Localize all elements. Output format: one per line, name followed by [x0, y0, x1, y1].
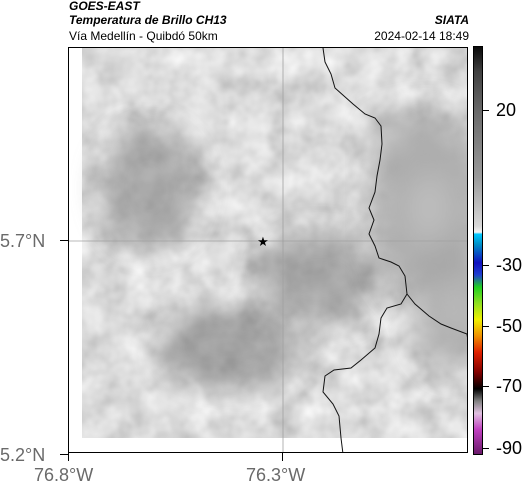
department-border-east — [406, 293, 467, 338]
lat-label-lower: 5.2°N — [0, 445, 46, 465]
lon-label-west: 76.8°W — [34, 465, 94, 485]
department-border — [322, 48, 408, 452]
satellite-title: GOES-EAST — [69, 0, 140, 13]
temperature-colorbar — [473, 46, 483, 455]
brightness-temperature-map: ★ — [69, 48, 467, 452]
colorbar-tick-neg30 — [483, 265, 489, 266]
lat-tick-upper — [60, 240, 68, 241]
colorbar-tick-neg50 — [483, 326, 489, 327]
timestamp-label: 2024-02-14 18:49 — [374, 29, 469, 43]
lat-label-upper: 5.7°N — [0, 231, 46, 251]
colorbar-label-neg70: -70 — [496, 376, 523, 396]
lon-label-east: 76.3°W — [246, 465, 306, 485]
lat-tick-lower — [60, 454, 68, 455]
colorbar-label-neg90: -90 — [496, 438, 523, 458]
colorbar-tick-20 — [483, 110, 489, 111]
colorbar-tick-neg70 — [483, 386, 489, 387]
colorbar-label-20: 20 — [496, 100, 517, 120]
star-icon: ★ — [257, 235, 269, 250]
dark-patches — [99, 128, 379, 388]
cloud-region — [359, 98, 467, 378]
colorbar-label-neg30: -30 — [496, 255, 523, 275]
brand-label: SIATA — [434, 13, 469, 27]
colorbar-label-neg50: -50 — [496, 316, 523, 336]
lon-tick-east — [282, 453, 283, 461]
lon-tick-west — [68, 453, 69, 461]
product-title: Temperatura de Brillo CH13 — [69, 13, 227, 27]
map-panel[interactable]: ★ — [68, 47, 468, 453]
colorbar-tick-neg90 — [483, 448, 489, 449]
region-subtitle: Vía Medellín - Quibdó 50km — [69, 29, 218, 43]
